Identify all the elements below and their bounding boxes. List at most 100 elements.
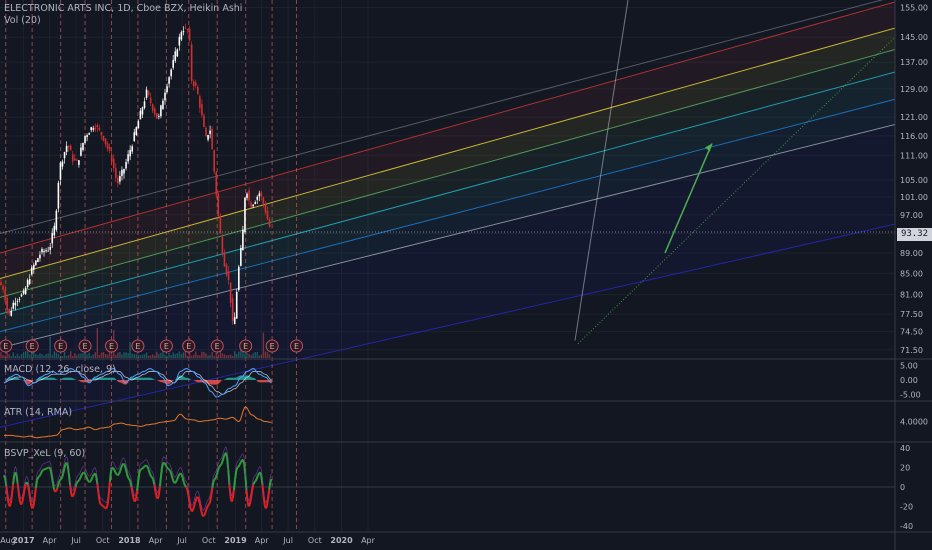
time-tick-label: Jul bbox=[176, 536, 187, 545]
macd-histogram-bar bbox=[145, 377, 147, 380]
macd-histogram-bar bbox=[228, 377, 230, 380]
price-tick-label: 137.00 bbox=[900, 58, 928, 67]
candle-body bbox=[229, 282, 232, 303]
bsvp-thin-line bbox=[45, 461, 48, 464]
macd-histogram-bar bbox=[184, 377, 187, 380]
bsvp-line bbox=[107, 481, 111, 495]
candle-body bbox=[100, 132, 103, 136]
volume-legend[interactable]: Vol (20) bbox=[4, 15, 41, 26]
macd-tick-label: 0.00 bbox=[900, 376, 918, 385]
macd-histogram-bar bbox=[243, 375, 245, 380]
bsvp-line bbox=[120, 464, 124, 468]
volume-bar bbox=[43, 355, 45, 358]
bsvp-line bbox=[50, 475, 54, 484]
macd-histogram-bar bbox=[26, 380, 29, 385]
macd-histogram-bar bbox=[93, 378, 95, 380]
volume-bar bbox=[0, 352, 2, 358]
bsvp-thin-line bbox=[189, 497, 192, 504]
bsvp-thin-line bbox=[115, 466, 118, 469]
earnings-marker bbox=[25, 339, 39, 353]
macd-histogram-bar bbox=[227, 377, 229, 380]
time-tick-label: Oct bbox=[202, 536, 216, 545]
macd-histogram-bar bbox=[144, 377, 146, 380]
bsvp-line bbox=[12, 475, 16, 485]
macd-histogram-bar bbox=[39, 377, 42, 380]
candle-body bbox=[149, 97, 152, 104]
volume-bar bbox=[100, 352, 103, 358]
volume-bar bbox=[29, 354, 31, 358]
volume-bar bbox=[10, 355, 12, 358]
candle-body bbox=[119, 175, 121, 182]
macd-histogram-bar bbox=[181, 376, 184, 380]
volume-bar bbox=[180, 354, 183, 358]
macd-histogram-bar bbox=[8, 377, 10, 380]
volume-bar bbox=[248, 353, 250, 358]
bsvp-thin-line bbox=[248, 498, 251, 501]
candle-body bbox=[153, 108, 156, 115]
earnings-marker bbox=[290, 339, 304, 353]
volume-bar bbox=[182, 352, 185, 358]
bsvp-thin-line bbox=[79, 469, 82, 473]
candle-body bbox=[110, 155, 113, 162]
bsvp-thin-line bbox=[254, 475, 256, 477]
bsvp-thin-line bbox=[225, 446, 228, 452]
volume-bar bbox=[211, 351, 213, 358]
candle-body bbox=[139, 110, 142, 120]
volume-bar bbox=[236, 353, 238, 358]
macd-histogram-bar bbox=[9, 377, 11, 380]
macd-histogram-bar bbox=[79, 380, 81, 382]
macd-legend[interactable]: MACD (12, 26, close, 9) bbox=[4, 364, 116, 375]
bsvp-thin-line bbox=[59, 473, 62, 475]
atr-legend[interactable]: ATR (14, RMA) bbox=[4, 407, 73, 418]
candle-body bbox=[71, 154, 74, 162]
fan-band bbox=[0, 124, 895, 428]
candle-body bbox=[0, 281, 2, 286]
bsvp-line bbox=[251, 484, 255, 491]
volume-bar bbox=[59, 355, 62, 358]
macd-histogram-bar bbox=[185, 377, 188, 380]
macd-histogram-bar bbox=[87, 380, 89, 383]
bsvp-thin-line bbox=[230, 491, 233, 496]
bsvp-line bbox=[214, 474, 218, 479]
candle-body bbox=[190, 44, 193, 81]
candle-body bbox=[199, 96, 201, 108]
bsvp-line bbox=[39, 471, 43, 475]
bsvp-thin-line bbox=[112, 462, 115, 465]
candle-body bbox=[53, 225, 56, 236]
macd-histogram-bar bbox=[232, 377, 234, 380]
volume-bar bbox=[98, 354, 101, 358]
bsvp-thin-line bbox=[62, 462, 65, 468]
macd-histogram-bar bbox=[19, 379, 21, 380]
bsvp-line bbox=[31, 505, 35, 509]
candle-body bbox=[180, 32, 183, 40]
bsvp-line bbox=[174, 481, 177, 484]
bsvp-thin-line bbox=[180, 467, 182, 469]
candle-body bbox=[51, 233, 54, 244]
macd-pane bbox=[3, 368, 273, 398]
volume-bar bbox=[264, 351, 267, 358]
bsvp-thin-line bbox=[174, 476, 177, 478]
bsvp-thin-line bbox=[253, 476, 255, 479]
candle-body bbox=[256, 196, 259, 200]
bsvp-thin-line bbox=[120, 458, 123, 462]
bsvp-thin-line bbox=[64, 458, 66, 463]
bsvp-legend[interactable]: BSVP_XeL (9, 60) bbox=[4, 448, 86, 459]
volume-bar bbox=[84, 352, 86, 358]
bsvp-line bbox=[153, 484, 157, 492]
earnings-marker bbox=[182, 339, 196, 353]
bsvp-line bbox=[80, 472, 84, 476]
bsvp-line bbox=[133, 498, 137, 503]
bsvp-line bbox=[14, 471, 18, 476]
macd-histogram-bar bbox=[54, 378, 57, 380]
macd-histogram-bar bbox=[197, 380, 200, 383]
macd-histogram-bar bbox=[237, 376, 239, 380]
bsvp-thin-line bbox=[163, 456, 165, 458]
bsvp-thin-line bbox=[142, 460, 145, 463]
bsvp-thin-line bbox=[207, 498, 210, 501]
bsvp-line bbox=[186, 489, 190, 496]
volume-bar bbox=[168, 352, 170, 358]
volume-bar bbox=[195, 351, 197, 358]
price-tick-label: 121.00 bbox=[900, 113, 928, 122]
